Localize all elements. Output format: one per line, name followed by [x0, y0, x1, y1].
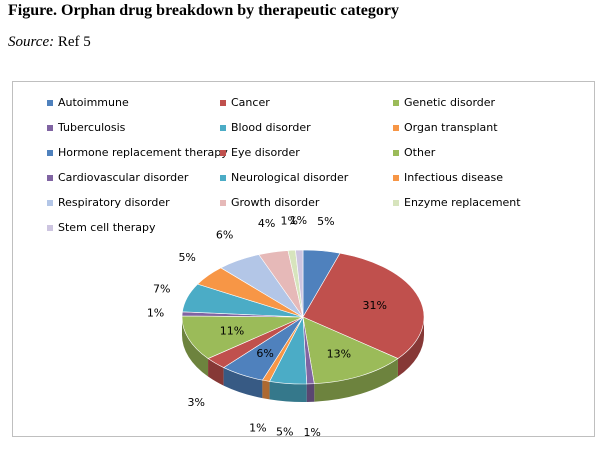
legend-item: Neurological disorder	[220, 171, 348, 184]
pie-slice-side	[223, 367, 263, 399]
pie-slice-side	[262, 380, 270, 400]
legend-swatch	[220, 99, 226, 106]
pie-slice	[302, 316, 399, 385]
legend-label: Eye disorder	[231, 146, 300, 159]
legend-item: Stem cell therapy	[47, 221, 156, 234]
pie-data-label: 11%	[220, 324, 244, 337]
legend-swatch	[47, 149, 53, 156]
pie-data-label: 5%	[276, 425, 293, 438]
pie-slice-side	[397, 317, 424, 377]
legend-label: Enzyme replacement	[404, 196, 521, 209]
legend-swatch	[47, 199, 53, 206]
legend-label: Cardiovascular disorder	[58, 171, 189, 184]
pie-data-label: 6%	[216, 229, 233, 242]
legend-item: Autoimmune	[47, 96, 129, 109]
source-label: Source:	[8, 34, 55, 50]
legend-label: Growth disorder	[231, 196, 320, 209]
legend-swatch	[47, 224, 53, 231]
legend-item: Genetic disorder	[393, 96, 495, 109]
pie-slice-side	[269, 381, 307, 402]
source-value: Ref 5	[54, 34, 91, 50]
pie-data-label: 4%	[258, 217, 275, 230]
legend-swatch	[47, 99, 53, 106]
legend-label: Hormone replacement therapy	[58, 146, 228, 159]
legend-swatch	[393, 124, 399, 131]
pie-chart: 5%31%13%1%5%1%6%3%11%1%7%5%6%4% 1%1%	[147, 214, 425, 438]
legend-swatch	[393, 199, 399, 206]
pie-data-label: 6%	[256, 347, 273, 360]
pie-slice-side	[208, 358, 224, 386]
legend-item: Tuberculosis	[47, 121, 125, 134]
legend-label: Stem cell therapy	[58, 221, 156, 234]
chart-legend: Autoimmune Cancer Genetic disorder Tubercul…	[13, 82, 594, 242]
legend-item: Infectious disease	[393, 171, 503, 184]
pie-data-label: 1%	[147, 306, 164, 319]
legend-item: Hormone replacement therapy	[47, 146, 228, 159]
legend-item: Respiratory disorder	[47, 196, 170, 209]
pie-data-label: 5%	[178, 251, 195, 264]
pie-data-label: 1%	[281, 214, 298, 227]
pie-slice-side	[306, 383, 315, 402]
legend-swatch	[47, 124, 53, 131]
pie-data-label: 31%	[363, 299, 387, 312]
pie-slice	[181, 315, 304, 359]
legend-swatch	[220, 199, 226, 206]
legend-swatch	[220, 149, 226, 156]
legend-item: Other	[393, 146, 435, 159]
legend-label: Respiratory disorder	[58, 196, 170, 209]
legend-label: Cancer	[231, 96, 270, 109]
pie-data-label: 1%	[249, 421, 266, 434]
pie-data-label: 1%	[303, 426, 320, 438]
legend-swatch	[220, 174, 226, 181]
pie-data-label: 5%	[317, 215, 334, 228]
pie-data-label: 7%	[153, 283, 170, 296]
figure-title: Figure. Orphan drug breakdown by therape…	[8, 2, 399, 19]
chart-frame: Autoimmune Cancer Genetic disorder Tubercul…	[12, 81, 595, 438]
legend-label: Genetic disorder	[404, 96, 496, 109]
legend-swatch	[220, 124, 226, 131]
legend-label: Infectious disease	[404, 171, 503, 184]
pie-data-label: 3%	[187, 396, 204, 409]
legend-swatch	[393, 149, 399, 156]
legend-item: Organ transplant	[393, 121, 498, 134]
legend-item: Enzyme replacement	[393, 196, 521, 209]
pie-data-label: 13%	[327, 348, 351, 361]
legend-label: Blood disorder	[231, 121, 311, 134]
legend-swatch	[47, 174, 53, 181]
legend-label: Tuberculosis	[58, 121, 126, 134]
legend-label: Other	[404, 146, 436, 159]
legend-item: Eye disorder	[220, 146, 300, 159]
pie-slice	[302, 252, 425, 359]
legend-label: Organ transplant	[404, 121, 498, 134]
legend-label: Autoimmune	[58, 96, 129, 109]
legend-item: Cardiovascular disorder	[47, 171, 188, 184]
pie-slice-side	[314, 358, 398, 402]
pie-slice-side	[182, 317, 209, 377]
legend-swatch	[393, 174, 399, 181]
pie-slice	[295, 249, 304, 318]
legend-item: Growth disorder	[220, 196, 319, 209]
pie-data-label: 1%	[290, 214, 307, 227]
legend-item: Cancer	[220, 96, 270, 109]
legend-label: Neurological disorder	[231, 171, 349, 184]
figure-source: Source: Ref 5	[8, 34, 91, 51]
legend-item: Blood disorder	[220, 121, 311, 134]
legend-swatch	[393, 99, 399, 106]
